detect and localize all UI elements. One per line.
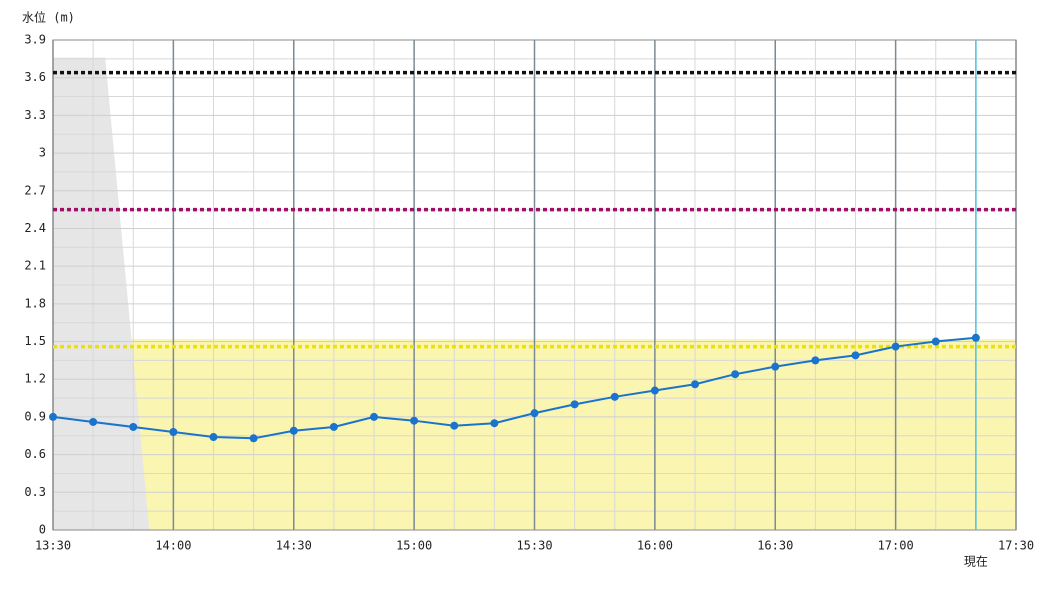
plot-frame bbox=[52, 39, 1017, 531]
y-tick-label: 0.6 bbox=[24, 447, 46, 461]
data-point bbox=[129, 422, 138, 431]
y-tick-label: 0.3 bbox=[24, 485, 46, 499]
data-point bbox=[450, 421, 459, 430]
data-point bbox=[209, 433, 218, 442]
y-tick-label: 2.1 bbox=[24, 259, 46, 273]
x-tick-label: 16:00 bbox=[637, 539, 673, 553]
data-point bbox=[811, 356, 820, 365]
series-line bbox=[52, 336, 976, 440]
shaded-region bbox=[53, 57, 150, 530]
y-tick-label: 2.7 bbox=[24, 183, 46, 197]
data-point bbox=[370, 412, 378, 421]
y-tick-label: 3 bbox=[39, 146, 46, 160]
data-point bbox=[49, 412, 57, 421]
y-axis-label: 水位 (m) bbox=[22, 10, 75, 25]
y-tick-label: 3.3 bbox=[24, 108, 46, 122]
data-point bbox=[329, 422, 338, 431]
data-point bbox=[891, 342, 900, 351]
x-tick-label: 15:00 bbox=[396, 539, 432, 553]
y-tick-label: 3.6 bbox=[24, 70, 46, 84]
y-tick-label: 1.2 bbox=[24, 372, 46, 386]
x-tick-label: 16:30 bbox=[757, 539, 793, 553]
data-point bbox=[771, 362, 780, 371]
data-point bbox=[289, 426, 298, 435]
y-tick-label: 3.9 bbox=[24, 33, 46, 47]
data-point bbox=[490, 419, 499, 428]
data-point bbox=[650, 386, 659, 395]
now-label: 現在 bbox=[964, 555, 988, 569]
data-point bbox=[89, 417, 98, 426]
x-tick-label: 17:00 bbox=[878, 539, 914, 553]
data-point bbox=[731, 370, 740, 379]
y-tick-label: 0.9 bbox=[24, 409, 46, 423]
data-point bbox=[570, 400, 579, 409]
data-point bbox=[691, 380, 699, 389]
data-point bbox=[610, 392, 619, 401]
y-tick-label: 0 bbox=[39, 523, 46, 537]
data-point bbox=[931, 337, 940, 346]
data-point bbox=[530, 409, 539, 418]
data-point bbox=[169, 428, 178, 436]
data-point bbox=[971, 333, 980, 342]
y-tick-label: 1.5 bbox=[24, 334, 46, 348]
data-point bbox=[851, 351, 860, 360]
y-tick-label: 2.4 bbox=[24, 221, 46, 235]
x-tick-label: 17:30 bbox=[998, 539, 1034, 553]
x-tick-label: 14:00 bbox=[155, 539, 191, 553]
y-tick-label: 1.8 bbox=[24, 296, 46, 310]
x-tick-label: 14:30 bbox=[276, 539, 312, 553]
x-tick-label: 15:30 bbox=[516, 539, 552, 553]
x-tick-label: 13:30 bbox=[35, 539, 71, 553]
data-point bbox=[249, 434, 258, 443]
data-point bbox=[410, 416, 419, 425]
